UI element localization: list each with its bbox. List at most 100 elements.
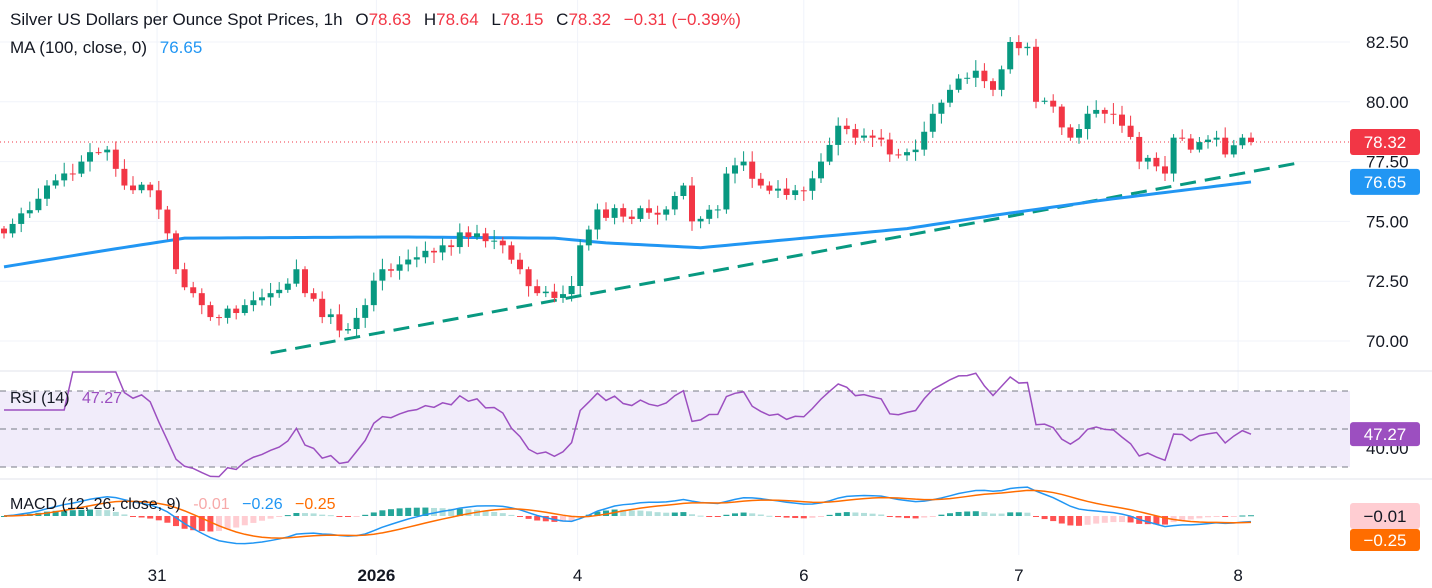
candle-body: [1153, 157, 1160, 167]
candle-body: [370, 280, 377, 306]
macd-hist-bar: [52, 510, 59, 516]
candle-body: [1136, 136, 1143, 162]
macd-hist-bar: [379, 510, 386, 516]
candle-body: [396, 264, 403, 271]
candle-body: [964, 77, 971, 79]
symbol-title: Silver US Dollars per Ounce Spot Prices,…: [10, 10, 343, 29]
macd-hist-bar: [130, 516, 136, 517]
ma-legend[interactable]: MA (100, close, 0) 76.65: [10, 38, 203, 57]
candle-body: [800, 190, 807, 192]
macd-hist-bar: [740, 512, 747, 516]
macd-hist-bar: [250, 516, 257, 523]
macd-hist-bar: [826, 514, 833, 516]
grid: [0, 0, 1350, 555]
macd-hist-bar: [706, 516, 713, 517]
candle-body: [1007, 42, 1014, 70]
macd-hist-bar: [1162, 516, 1168, 525]
candle-body: [646, 208, 652, 213]
candle-body: [190, 287, 197, 294]
candle-body: [422, 250, 429, 258]
candle-body: [224, 308, 231, 318]
macd-hist-bar: [1119, 516, 1125, 523]
macd-signal-line: [3, 489, 1252, 539]
candle-body: [491, 240, 498, 242]
candle-body: [740, 161, 747, 166]
macd-hist-bar: [964, 511, 971, 516]
candle-body: [620, 208, 627, 217]
macd-hist-bar: [173, 516, 179, 527]
macd-hist-bar: [319, 514, 326, 516]
candle-body: [1076, 129, 1082, 138]
close-value: 78.32: [568, 10, 611, 29]
rsi-legend[interactable]: RSI (14) 47.27: [10, 390, 123, 407]
candle-body: [852, 129, 859, 138]
candle-body: [628, 216, 635, 219]
candle-body: [155, 190, 162, 210]
candle-body: [594, 209, 601, 230]
macd-hist-bar: [336, 516, 343, 517]
macd-hist-tag-text: −0.01: [1363, 507, 1406, 526]
candle-body: [818, 161, 824, 179]
macd-hist-bar: [861, 512, 867, 516]
candle-body: [1119, 114, 1125, 126]
macd-hist-bar: [1179, 516, 1186, 521]
time-axis-label: 4: [573, 566, 582, 585]
candle-body: [955, 78, 962, 90]
price-tick-label: 82.50: [1366, 33, 1409, 52]
macd-hist-bar: [267, 516, 274, 519]
candle-body: [749, 161, 756, 179]
macd-hist-bar: [955, 511, 962, 516]
macd-hist-bar: [456, 508, 463, 516]
macd-hist-bar: [259, 516, 265, 521]
candle-body: [26, 210, 33, 214]
candle-body: [250, 300, 257, 306]
candle-body: [654, 212, 661, 215]
macd-hist-bar: [517, 516, 523, 517]
candle-body: [69, 173, 76, 175]
candle-body: [766, 185, 773, 191]
candle-body: [689, 185, 695, 222]
candle-body: [517, 259, 523, 270]
macd-hist-bar: [310, 513, 317, 516]
macd-hist-bar: [1015, 512, 1022, 516]
macd-hist-bar: [1076, 516, 1082, 526]
candle-body: [310, 293, 317, 299]
candle-body: [456, 232, 463, 248]
candle-body: [9, 223, 16, 234]
macd-hist-bar: [620, 509, 627, 516]
macd-hist-bar: [293, 513, 300, 516]
candle-body: [603, 209, 609, 218]
candle-body: [637, 208, 644, 219]
candle-body: [181, 269, 188, 288]
candle-body: [18, 213, 25, 224]
macd-hist-bar: [534, 516, 541, 521]
macd-hist-bar: [869, 513, 876, 516]
price-tick-label: 80.00: [1366, 93, 1409, 112]
macd-hist-bar: [671, 512, 678, 516]
macd-hist-bar: [637, 510, 644, 516]
macd-hist-bar: [1153, 516, 1160, 525]
candle-body: [912, 149, 919, 153]
candle-body: [1050, 100, 1057, 107]
macd-hist-bar: [1067, 516, 1074, 526]
macd-hist-bar: [646, 511, 652, 516]
macd-hist-bar: [95, 509, 102, 516]
macd-hist-bar: [302, 513, 308, 516]
macd-hist-bar: [843, 512, 850, 516]
macd-hist-bar: [895, 516, 902, 518]
candle-body: [990, 81, 996, 90]
candle-body: [706, 209, 713, 219]
macd-hist-bar: [112, 511, 119, 516]
macd-legend[interactable]: MACD (12, 26, close, 9) -0.01 −0.26 −0.2…: [10, 496, 336, 513]
price-tick-label: 72.50: [1366, 272, 1409, 291]
macd-hist-bar: [164, 516, 171, 523]
candle-body: [293, 269, 300, 284]
candle-body: [112, 149, 119, 169]
change-value: −0.31 (−0.39%): [623, 10, 741, 29]
macd-hist-bar: [1248, 515, 1254, 517]
macd-hist-bar: [61, 510, 68, 516]
macd-hist-bar: [1024, 512, 1031, 516]
macd-hist-bar: [121, 514, 128, 516]
macd-hist-bar: [388, 509, 394, 516]
